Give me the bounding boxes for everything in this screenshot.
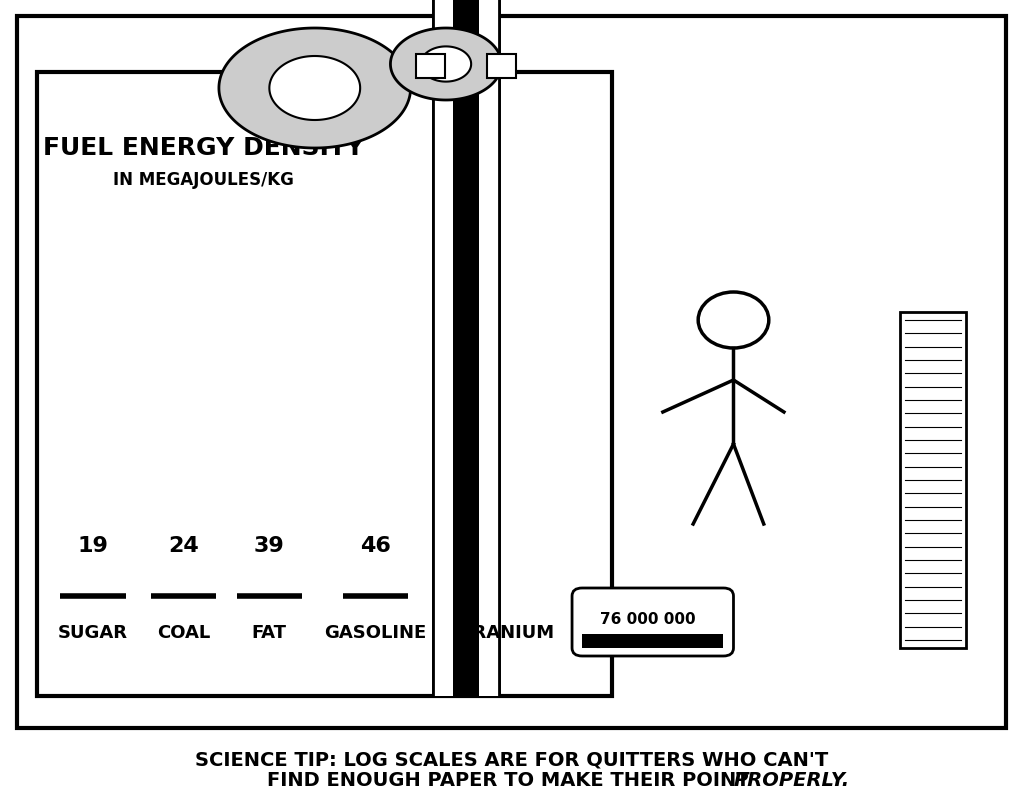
Text: FUEL ENERGY DENSITY: FUEL ENERGY DENSITY xyxy=(44,136,365,160)
Text: 76 000 000: 76 000 000 xyxy=(599,613,696,627)
Text: FIND ENOUGH PAPER TO MAKE THEIR POINT: FIND ENOUGH PAPER TO MAKE THEIR POINT xyxy=(267,770,756,790)
Text: GASOLINE: GASOLINE xyxy=(324,624,427,642)
FancyBboxPatch shape xyxy=(487,54,516,78)
Bar xyxy=(582,634,723,648)
Bar xyxy=(433,0,453,696)
Text: 24: 24 xyxy=(169,536,199,556)
FancyBboxPatch shape xyxy=(572,588,734,656)
PathPatch shape xyxy=(269,56,360,120)
Text: URANIUM: URANIUM xyxy=(458,624,555,642)
Bar xyxy=(433,0,499,696)
PathPatch shape xyxy=(390,28,502,100)
Bar xyxy=(480,0,499,696)
Bar xyxy=(900,312,965,648)
Text: FAT: FAT xyxy=(252,624,287,642)
Text: SCIENCE TIP: LOG SCALES ARE FOR QUITTERS WHO CAN'T: SCIENCE TIP: LOG SCALES ARE FOR QUITTERS… xyxy=(195,750,828,770)
Text: 46: 46 xyxy=(360,536,391,556)
PathPatch shape xyxy=(421,46,471,82)
Text: COAL: COAL xyxy=(156,624,210,642)
FancyBboxPatch shape xyxy=(38,72,613,696)
Text: 39: 39 xyxy=(254,536,284,556)
FancyBboxPatch shape xyxy=(17,16,1006,728)
Text: IN MEGAJOULES/KG: IN MEGAJOULES/KG xyxy=(114,171,295,189)
Text: SUGAR: SUGAR xyxy=(58,624,128,642)
PathPatch shape xyxy=(218,28,410,148)
Circle shape xyxy=(698,292,769,348)
FancyBboxPatch shape xyxy=(417,54,445,78)
Text: 19: 19 xyxy=(77,536,109,556)
Text: PROPERLY.: PROPERLY. xyxy=(734,770,849,790)
